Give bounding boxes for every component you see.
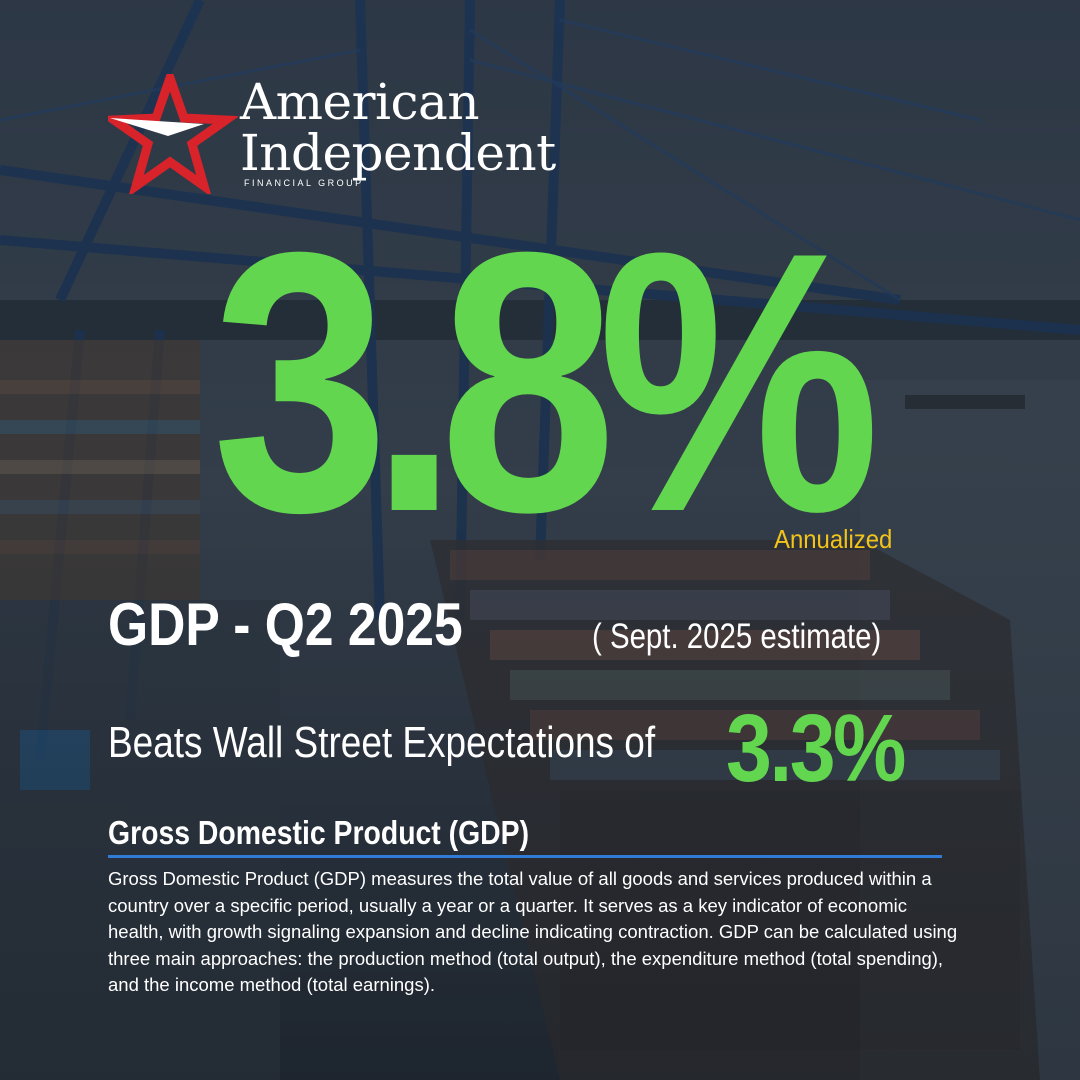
logo-wordmark-american: American bbox=[240, 73, 480, 131]
definition-heading: Gross Domestic Product (GDP) bbox=[108, 814, 530, 851]
annualized-label: Annualized bbox=[774, 524, 893, 554]
logo-wordmark-independent: Independent bbox=[240, 124, 556, 182]
estimate-note: ( Sept. 2025 estimate) bbox=[592, 617, 882, 656]
definition-body: Gross Domestic Product (GDP) measures th… bbox=[108, 868, 958, 995]
headline-gdp-value: 3.8% bbox=[212, 176, 881, 589]
expectation-value: 3.3% bbox=[726, 695, 906, 802]
company-logo: American Independent FINANCIAL GROUP bbox=[108, 74, 628, 204]
expectation-label: Beats Wall Street Expectations of bbox=[108, 718, 656, 767]
logo-subline: FINANCIAL GROUP bbox=[244, 178, 364, 188]
section-divider bbox=[108, 855, 942, 858]
star-logo-icon bbox=[108, 74, 238, 194]
gdp-period-title: GDP - Q2 2025 bbox=[108, 591, 463, 658]
